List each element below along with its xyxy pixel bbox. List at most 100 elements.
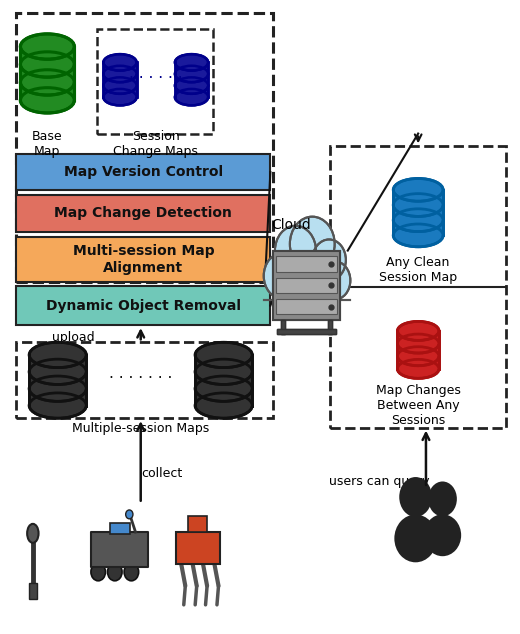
Ellipse shape xyxy=(29,359,86,384)
Bar xyxy=(273,250,341,320)
Text: Multi-session Map
Alignment: Multi-session Map Alignment xyxy=(72,244,214,275)
Bar xyxy=(175,86,208,97)
Ellipse shape xyxy=(27,524,38,543)
Text: Base
Map: Base Map xyxy=(32,131,63,158)
Bar xyxy=(20,46,74,100)
Text: Session
Change Maps: Session Change Maps xyxy=(113,131,198,158)
Bar xyxy=(195,389,252,406)
Circle shape xyxy=(290,217,335,271)
Ellipse shape xyxy=(103,66,137,82)
Bar xyxy=(281,320,285,334)
Circle shape xyxy=(275,226,316,276)
Circle shape xyxy=(275,226,316,276)
Circle shape xyxy=(313,240,346,280)
Bar xyxy=(29,389,86,406)
Bar xyxy=(328,320,332,334)
Circle shape xyxy=(290,217,335,271)
Bar xyxy=(397,356,439,369)
Circle shape xyxy=(313,240,346,280)
Text: users can query: users can query xyxy=(329,475,430,488)
Ellipse shape xyxy=(108,563,122,581)
Bar xyxy=(393,220,443,235)
Ellipse shape xyxy=(103,77,137,94)
Text: · · · · · ·: · · · · · · xyxy=(129,71,183,86)
Circle shape xyxy=(319,261,350,300)
FancyBboxPatch shape xyxy=(16,286,270,325)
Circle shape xyxy=(264,253,301,299)
Ellipse shape xyxy=(272,264,341,301)
Bar xyxy=(393,190,443,205)
Ellipse shape xyxy=(124,563,139,581)
Bar xyxy=(29,583,37,598)
Bar xyxy=(29,355,86,406)
Bar xyxy=(20,46,74,65)
Ellipse shape xyxy=(175,77,208,94)
Bar xyxy=(277,329,336,334)
Ellipse shape xyxy=(103,89,137,105)
Circle shape xyxy=(319,261,350,300)
Ellipse shape xyxy=(29,342,86,368)
Bar xyxy=(397,331,439,344)
Bar xyxy=(92,532,149,567)
Circle shape xyxy=(319,261,350,300)
Bar xyxy=(276,257,337,272)
Bar xyxy=(175,62,208,97)
Circle shape xyxy=(275,226,316,276)
Ellipse shape xyxy=(91,563,106,581)
Ellipse shape xyxy=(195,359,252,384)
FancyBboxPatch shape xyxy=(16,154,270,190)
Ellipse shape xyxy=(20,87,74,113)
Bar xyxy=(397,331,439,369)
Bar xyxy=(176,532,219,564)
Bar xyxy=(195,372,252,389)
Text: Any Clean
Session Map: Any Clean Session Map xyxy=(379,256,457,283)
Circle shape xyxy=(319,261,350,300)
Ellipse shape xyxy=(20,52,74,77)
Ellipse shape xyxy=(195,393,252,418)
Ellipse shape xyxy=(175,66,208,82)
Ellipse shape xyxy=(272,264,341,301)
Ellipse shape xyxy=(175,89,208,105)
Bar xyxy=(281,320,285,334)
Bar xyxy=(103,62,137,74)
Bar xyxy=(277,329,336,334)
Bar xyxy=(29,355,86,372)
Bar xyxy=(29,372,86,389)
Circle shape xyxy=(290,217,335,271)
Bar xyxy=(175,74,208,86)
Bar xyxy=(276,278,337,293)
Bar xyxy=(103,86,137,97)
Ellipse shape xyxy=(393,209,443,231)
Ellipse shape xyxy=(272,264,341,301)
Text: collect: collect xyxy=(141,467,182,480)
Ellipse shape xyxy=(29,376,86,401)
Ellipse shape xyxy=(397,321,439,340)
Ellipse shape xyxy=(20,34,74,59)
Ellipse shape xyxy=(195,376,252,401)
Circle shape xyxy=(126,510,133,519)
Circle shape xyxy=(313,240,346,280)
Ellipse shape xyxy=(394,515,437,562)
Bar xyxy=(175,62,208,74)
Bar xyxy=(110,522,131,534)
Bar xyxy=(397,344,439,356)
Text: Map Changes
Between Any
Sessions: Map Changes Between Any Sessions xyxy=(376,384,461,427)
Circle shape xyxy=(264,253,301,299)
Ellipse shape xyxy=(397,347,439,366)
Bar xyxy=(188,516,207,532)
Text: Cloud: Cloud xyxy=(271,218,311,232)
Bar xyxy=(195,355,252,372)
Ellipse shape xyxy=(393,224,443,247)
FancyBboxPatch shape xyxy=(16,195,270,231)
Circle shape xyxy=(264,253,301,299)
Circle shape xyxy=(313,240,346,280)
Bar xyxy=(276,257,337,272)
Ellipse shape xyxy=(103,54,137,70)
Text: · · · · · · ·: · · · · · · · xyxy=(109,372,173,387)
Bar xyxy=(393,190,443,235)
Text: Map Change Detection: Map Change Detection xyxy=(55,206,232,220)
FancyBboxPatch shape xyxy=(16,236,270,282)
Ellipse shape xyxy=(195,342,252,368)
Text: upload: upload xyxy=(52,332,95,344)
Ellipse shape xyxy=(424,514,461,556)
